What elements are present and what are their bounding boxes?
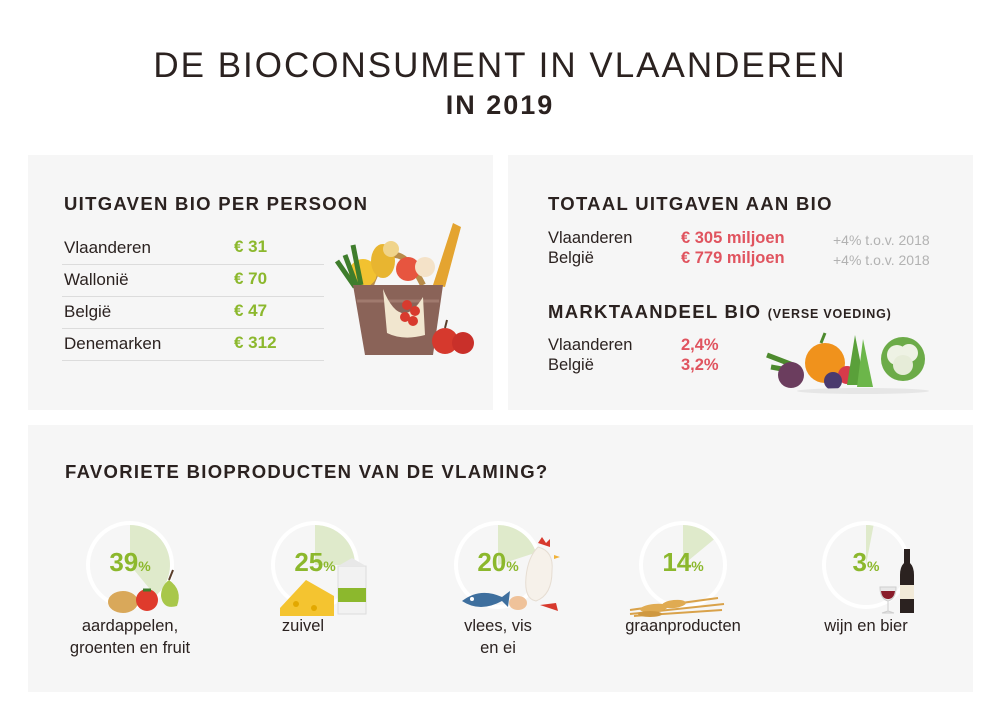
product-label: vlees, vis en ei <box>398 615 598 659</box>
marktaandeel-value: 2,4% <box>681 336 719 354</box>
per-person-row: Vlaanderen € 31 <box>62 233 324 265</box>
share-wedge <box>130 525 171 596</box>
per-person-row: België € 47 <box>62 297 324 329</box>
row-label: Wallonië <box>64 270 129 289</box>
page-subtitle: IN 2019 <box>445 90 555 120</box>
favorites-panel: FAVORIETE BIOPRODUCTEN VAN DE VLAMING? 3… <box>28 425 973 692</box>
product-label-line: groenten en fruit <box>69 639 191 657</box>
per-person-panel: UITGAVEN BIO PER PERSOON Vlaanderen € 31… <box>28 155 493 410</box>
potato-tomato-pear-icon <box>108 569 179 613</box>
share-number: 39 <box>109 547 139 577</box>
totaal-value: € 305 miljoen <box>681 229 785 247</box>
marktaandeel-heading-main: MARKTAANDEEL BIO <box>548 301 762 322</box>
vegetables-icon <box>766 332 929 394</box>
totaal-heading: TOTAAL UITGAVEN AAN BIO <box>548 193 833 214</box>
row-label: Denemarken <box>64 334 162 353</box>
product-label-line: wijn en bier <box>824 617 908 635</box>
share-wedge <box>866 525 874 565</box>
totaal-label: België <box>548 249 594 267</box>
share-unit: % <box>867 558 880 574</box>
totaal-label: Vlaanderen <box>548 229 633 247</box>
grocery-basket-icon <box>334 223 474 355</box>
marktaandeel-label: Vlaanderen <box>548 336 633 354</box>
share-wedge <box>315 525 355 565</box>
marktaandeel-label: België <box>548 356 594 374</box>
wine-icon <box>879 549 914 614</box>
product-label-line: en ei <box>480 639 516 657</box>
row-label: België <box>64 302 112 321</box>
cheese-milk-icon <box>280 558 367 616</box>
product-label: wijn en bier <box>766 615 966 637</box>
share-unit: % <box>506 558 519 574</box>
row-value: € 31 <box>234 237 268 256</box>
share-number: 20 <box>477 547 507 577</box>
product-label-line: zuivel <box>281 617 325 635</box>
share-unit: % <box>138 558 151 574</box>
marktaandeel-value: 3,2% <box>681 356 719 374</box>
share-number: 3 <box>852 547 867 577</box>
row-label: Vlaanderen <box>64 238 151 257</box>
totals-panel: TOTAAL UITGAVEN AAN BIO Vlaanderen € 305… <box>508 155 973 410</box>
totaal-note: +4% t.o.v. 2018 <box>833 252 930 268</box>
share-value: 14% <box>638 547 728 578</box>
product-label-line: graanproducten <box>625 617 741 635</box>
share-value: 25% <box>270 547 360 578</box>
marktaandeel-heading-small: (VERSE VOEDING) <box>767 307 892 321</box>
share-wedge <box>683 525 714 565</box>
totaal-note: +4% t.o.v. 2018 <box>833 232 930 248</box>
share-unit: % <box>691 558 704 574</box>
per-person-heading: UITGAVEN BIO PER PERSOON <box>64 193 369 214</box>
per-person-row: Wallonië € 70 <box>62 265 324 297</box>
share-ring-chart <box>639 521 727 609</box>
product-label-line: aardappelen, <box>81 617 179 635</box>
wheat-icon <box>629 597 725 617</box>
totaal-value: € 779 miljoen <box>681 249 785 267</box>
per-person-row: Denemarken € 312 <box>62 329 324 361</box>
row-value: € 70 <box>234 269 268 288</box>
product-label: zuivel <box>203 615 403 637</box>
share-unit: % <box>323 558 336 574</box>
share-number: 14 <box>662 547 692 577</box>
page-title: DE BIOCONSUMENT IN VLAANDEREN <box>153 46 847 85</box>
product-label: graanproducten <box>583 615 783 637</box>
row-value: € 47 <box>234 301 268 320</box>
product-label: aardappelen, groenten en fruit <box>30 615 230 659</box>
row-value: € 312 <box>234 333 277 352</box>
share-number: 25 <box>294 547 324 577</box>
chicken-fish-egg-icon <box>462 537 560 611</box>
share-wedge <box>498 525 537 565</box>
share-value: 20% <box>453 547 543 578</box>
favorites-heading: FAVORIETE BIOPRODUCTEN VAN DE VLAMING? <box>65 461 549 482</box>
share-value: 39% <box>85 547 175 578</box>
product-label-line: vlees, vis <box>464 617 532 635</box>
marktaandeel-heading: MARKTAANDEEL BIO (VERSE VOEDING) <box>548 301 892 323</box>
share-value: 3% <box>821 547 911 578</box>
